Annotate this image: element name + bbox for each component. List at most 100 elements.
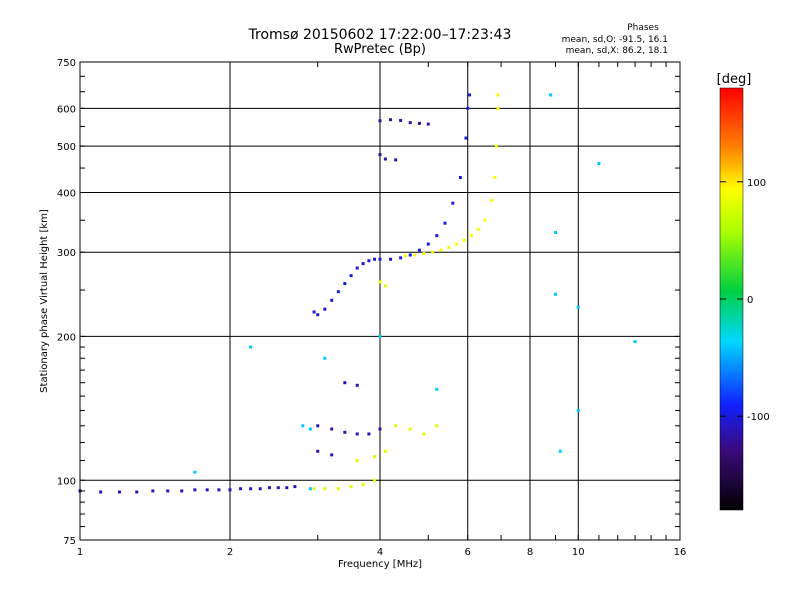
- data-point: [378, 280, 382, 284]
- data-point: [403, 254, 407, 258]
- data-point: [451, 201, 455, 205]
- data-point: [455, 242, 459, 246]
- data-point: [422, 432, 426, 436]
- data-point: [464, 136, 468, 140]
- data-point: [316, 313, 320, 317]
- data-point: [135, 490, 139, 494]
- data-point: [633, 340, 637, 344]
- data-point: [576, 305, 580, 309]
- data-point: [323, 356, 327, 360]
- plot-grid: [80, 62, 680, 540]
- data-point: [439, 248, 443, 252]
- data-point: [355, 458, 359, 462]
- data-point: [408, 121, 412, 125]
- x-tick-label: 6: [465, 547, 471, 558]
- data-point: [336, 290, 340, 294]
- colorbar-tick-label: 100: [747, 178, 766, 189]
- data-point: [476, 227, 480, 231]
- data-point: [426, 122, 430, 126]
- data-point: [417, 248, 421, 252]
- data-point: [462, 238, 466, 242]
- data-point: [239, 487, 243, 491]
- data-point: [249, 487, 253, 491]
- data-point: [496, 106, 500, 110]
- data-point: [549, 93, 553, 97]
- data-point: [373, 257, 377, 261]
- x-tick-label: 4: [377, 547, 383, 558]
- data-point: [435, 387, 439, 391]
- data-point: [308, 427, 312, 431]
- data-point: [117, 490, 121, 494]
- data-point: [496, 93, 500, 97]
- data-point: [378, 257, 382, 261]
- y-tick-label: 500: [57, 142, 76, 153]
- y-axis: 75 100 200 300 400 500 600 750: [57, 58, 680, 547]
- x-tick-label: 2: [227, 547, 233, 558]
- data-point: [308, 487, 312, 491]
- colorbar-label: [deg]: [717, 72, 752, 87]
- data-point: [413, 253, 417, 257]
- data-point: [285, 486, 289, 490]
- y-tick-label: 200: [57, 332, 76, 343]
- data-point: [490, 198, 494, 202]
- data-point: [493, 175, 497, 179]
- data-point: [361, 262, 365, 266]
- data-point: [343, 381, 347, 385]
- data-point: [378, 153, 382, 157]
- data-point: [383, 449, 387, 453]
- data-point: [447, 245, 451, 249]
- data-point: [330, 298, 334, 302]
- data-point: [205, 488, 209, 492]
- data-point: [469, 234, 473, 238]
- data-point: [597, 161, 601, 165]
- x-axis-label: Frequency [MHz]: [338, 559, 422, 570]
- data-point: [330, 453, 334, 457]
- data-point: [258, 487, 262, 491]
- data-point: [373, 455, 377, 459]
- phase-stats-heading: Phases: [627, 23, 659, 33]
- data-point: [323, 487, 327, 491]
- y-tick-label: 300: [57, 248, 76, 259]
- y-tick-label: 100: [57, 476, 76, 487]
- data-point: [553, 292, 557, 296]
- data-points: [78, 93, 637, 494]
- data-point: [343, 282, 347, 286]
- phase-stats-o: mean, sd,O: -91.5, 16.1: [562, 35, 668, 45]
- data-point: [316, 424, 320, 428]
- data-point: [336, 487, 340, 491]
- data-point: [355, 432, 359, 436]
- x-tick-label: 16: [674, 547, 687, 558]
- data-point: [458, 175, 462, 179]
- data-point: [558, 449, 562, 453]
- colorbar-tick-label: -100: [747, 412, 770, 423]
- data-point: [217, 488, 221, 492]
- data-point: [483, 218, 487, 222]
- data-point: [355, 383, 359, 387]
- y-tick-label: 750: [57, 58, 76, 69]
- data-point: [180, 489, 184, 493]
- data-point: [417, 121, 421, 125]
- data-point: [466, 106, 470, 110]
- x-tick-label: 1: [77, 547, 83, 558]
- data-point: [435, 234, 439, 238]
- data-point: [355, 266, 359, 270]
- data-point: [383, 157, 387, 161]
- data-point: [361, 482, 365, 486]
- data-point: [399, 256, 403, 260]
- data-point: [166, 489, 170, 493]
- data-point: [468, 93, 472, 97]
- data-point: [367, 432, 371, 436]
- data-point: [399, 118, 403, 122]
- data-point: [99, 490, 103, 494]
- data-point: [426, 242, 430, 246]
- y-axis-label: Stationary phase Virtual Height [km]: [39, 209, 50, 393]
- data-point: [378, 427, 382, 431]
- y-tick-label: 400: [57, 188, 76, 199]
- colorbar-tick-label: 0: [747, 295, 753, 306]
- data-point: [193, 470, 197, 474]
- data-point: [228, 488, 232, 492]
- data-point: [323, 307, 327, 311]
- data-point: [312, 487, 316, 491]
- data-point: [383, 284, 387, 288]
